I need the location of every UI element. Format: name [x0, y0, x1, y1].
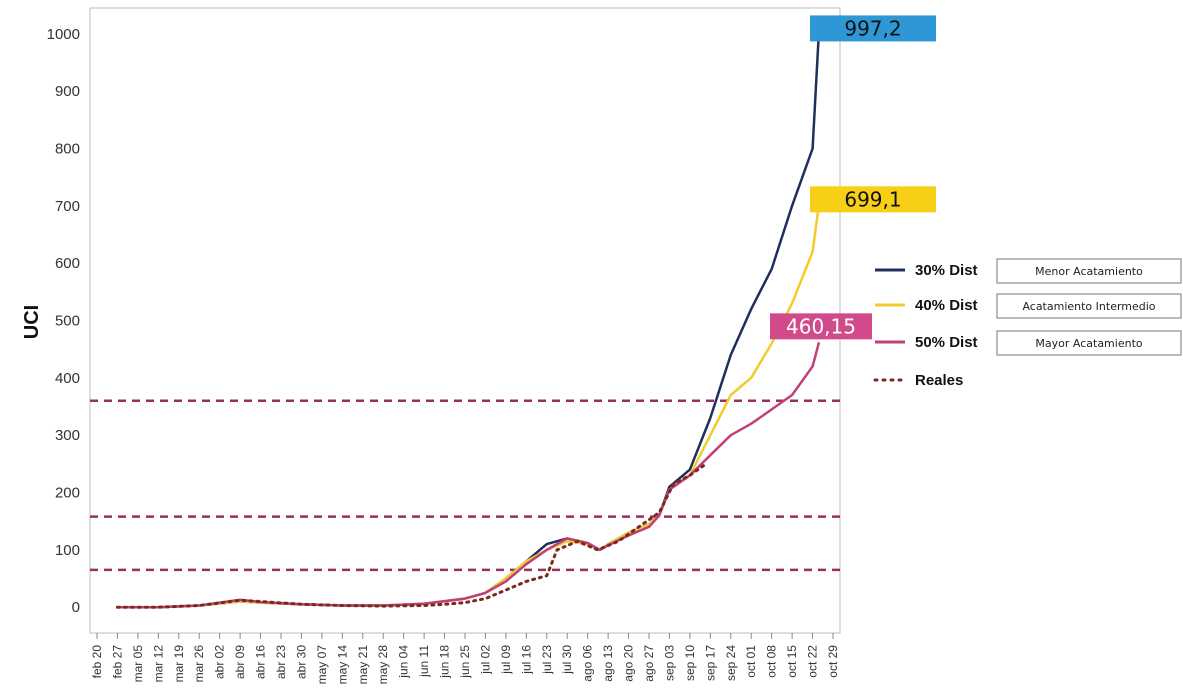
y-axis-title: UCI — [21, 305, 43, 339]
callout-value-2: 460,15 — [786, 314, 856, 338]
x-tick-label: sep 10 — [683, 645, 697, 681]
callout-value-1: 699,1 — [844, 187, 901, 211]
legend-scenario-label-1: Acatamiento Intermedio — [1022, 300, 1155, 313]
x-tick-label: may 14 — [335, 645, 349, 685]
y-tick-label: 700 — [55, 198, 80, 215]
y-tick-label: 800 — [55, 140, 80, 157]
callout-box-0 — [810, 15, 936, 42]
x-tick-label: oct 01 — [744, 645, 758, 678]
y-tick-label: 0 — [72, 599, 80, 616]
series-line-3 — [115, 462, 708, 609]
x-tick-label: may 28 — [376, 645, 390, 685]
legend-label-2: 50% Dist — [915, 334, 978, 351]
legend-scenario-box-0 — [996, 258, 1182, 284]
x-tick-label: oct 08 — [765, 645, 779, 678]
callout-value-0: 997,2 — [844, 16, 901, 40]
x-tick-label: jun 04 — [397, 645, 411, 679]
x-tick-label: jul 16 — [519, 645, 533, 675]
y-tick-label: 100 — [55, 542, 80, 559]
x-tick-label: ago 13 — [601, 645, 615, 682]
series-lines — [115, 34, 820, 609]
x-tick-label: jul 23 — [540, 645, 554, 675]
x-tick-label: feb 20 — [90, 645, 104, 679]
x-tick-label: ago 06 — [581, 645, 595, 682]
y-tick-label: 900 — [55, 83, 80, 100]
legend-scenario-box-2 — [996, 330, 1182, 356]
x-tick-label: ago 27 — [642, 645, 656, 682]
value-callouts: 997,2 699,1 460,15 — [770, 15, 936, 340]
x-tick-label: mar 12 — [151, 645, 165, 683]
x-tick-label: oct 22 — [806, 645, 820, 678]
x-tick-label: may 07 — [315, 645, 329, 685]
x-tick-label: mar 26 — [192, 645, 206, 683]
x-tick-label: may 21 — [356, 645, 370, 685]
legend-scenario-box-1 — [996, 293, 1182, 319]
callout-box-2 — [770, 313, 872, 340]
legend-label-1: 40% Dist — [915, 297, 978, 314]
legend-label-0: 30% Dist — [915, 262, 978, 279]
x-tick-label: oct 15 — [785, 645, 799, 678]
y-tick-label: 500 — [55, 313, 80, 330]
x-tick-label: abr 09 — [233, 645, 247, 679]
x-tick-label: sep 17 — [703, 645, 717, 681]
legend-label-3: Reales — [915, 372, 963, 389]
x-axis-ticks: feb 20 feb 27 mar 05 mar 12 mar 19 mar 26 abr … — [90, 633, 840, 684]
x-tick-label: jul 02 — [478, 645, 492, 675]
y-tick-label: 1000 — [47, 26, 80, 43]
x-tick-label: abr 23 — [274, 645, 288, 679]
x-tick-label: jun 25 — [458, 645, 472, 679]
x-tick-label: jun 18 — [438, 645, 452, 679]
plot-area-frame — [89, 7, 841, 634]
legend-scenario-label-0: Menor Acatamiento — [1035, 265, 1143, 278]
y-axis-ticks: 0 100 200 300 400 500 600 700 800 900 1000 — [47, 26, 80, 616]
legend: 30% Dist Menor Acatamiento 40% Dist Acatami… — [873, 258, 1182, 389]
x-tick-label: jul 09 — [499, 645, 513, 675]
y-tick-label: 400 — [55, 370, 80, 387]
legend-scenario-label-2: Mayor Acatamiento — [1035, 337, 1142, 350]
x-tick-label: sep 03 — [662, 645, 676, 681]
x-tick-label: feb 27 — [110, 645, 124, 679]
y-tick-label: 200 — [55, 485, 80, 502]
x-tick-label: sep 24 — [724, 645, 738, 681]
x-tick-label: ago 20 — [622, 645, 636, 682]
x-tick-label: jun 11 — [417, 645, 431, 678]
x-tick-label: mar 19 — [172, 645, 186, 683]
x-tick-label: jul 30 — [560, 645, 574, 675]
x-tick-label: abr 16 — [254, 645, 268, 679]
callout-box-1 — [810, 186, 936, 213]
x-tick-label: abr 02 — [213, 645, 227, 679]
x-tick-label: abr 30 — [294, 645, 308, 679]
x-tick-label: oct 29 — [826, 645, 840, 678]
x-tick-label: mar 05 — [131, 645, 145, 683]
y-tick-label: 300 — [55, 427, 80, 444]
y-tick-label: 600 — [55, 255, 80, 272]
